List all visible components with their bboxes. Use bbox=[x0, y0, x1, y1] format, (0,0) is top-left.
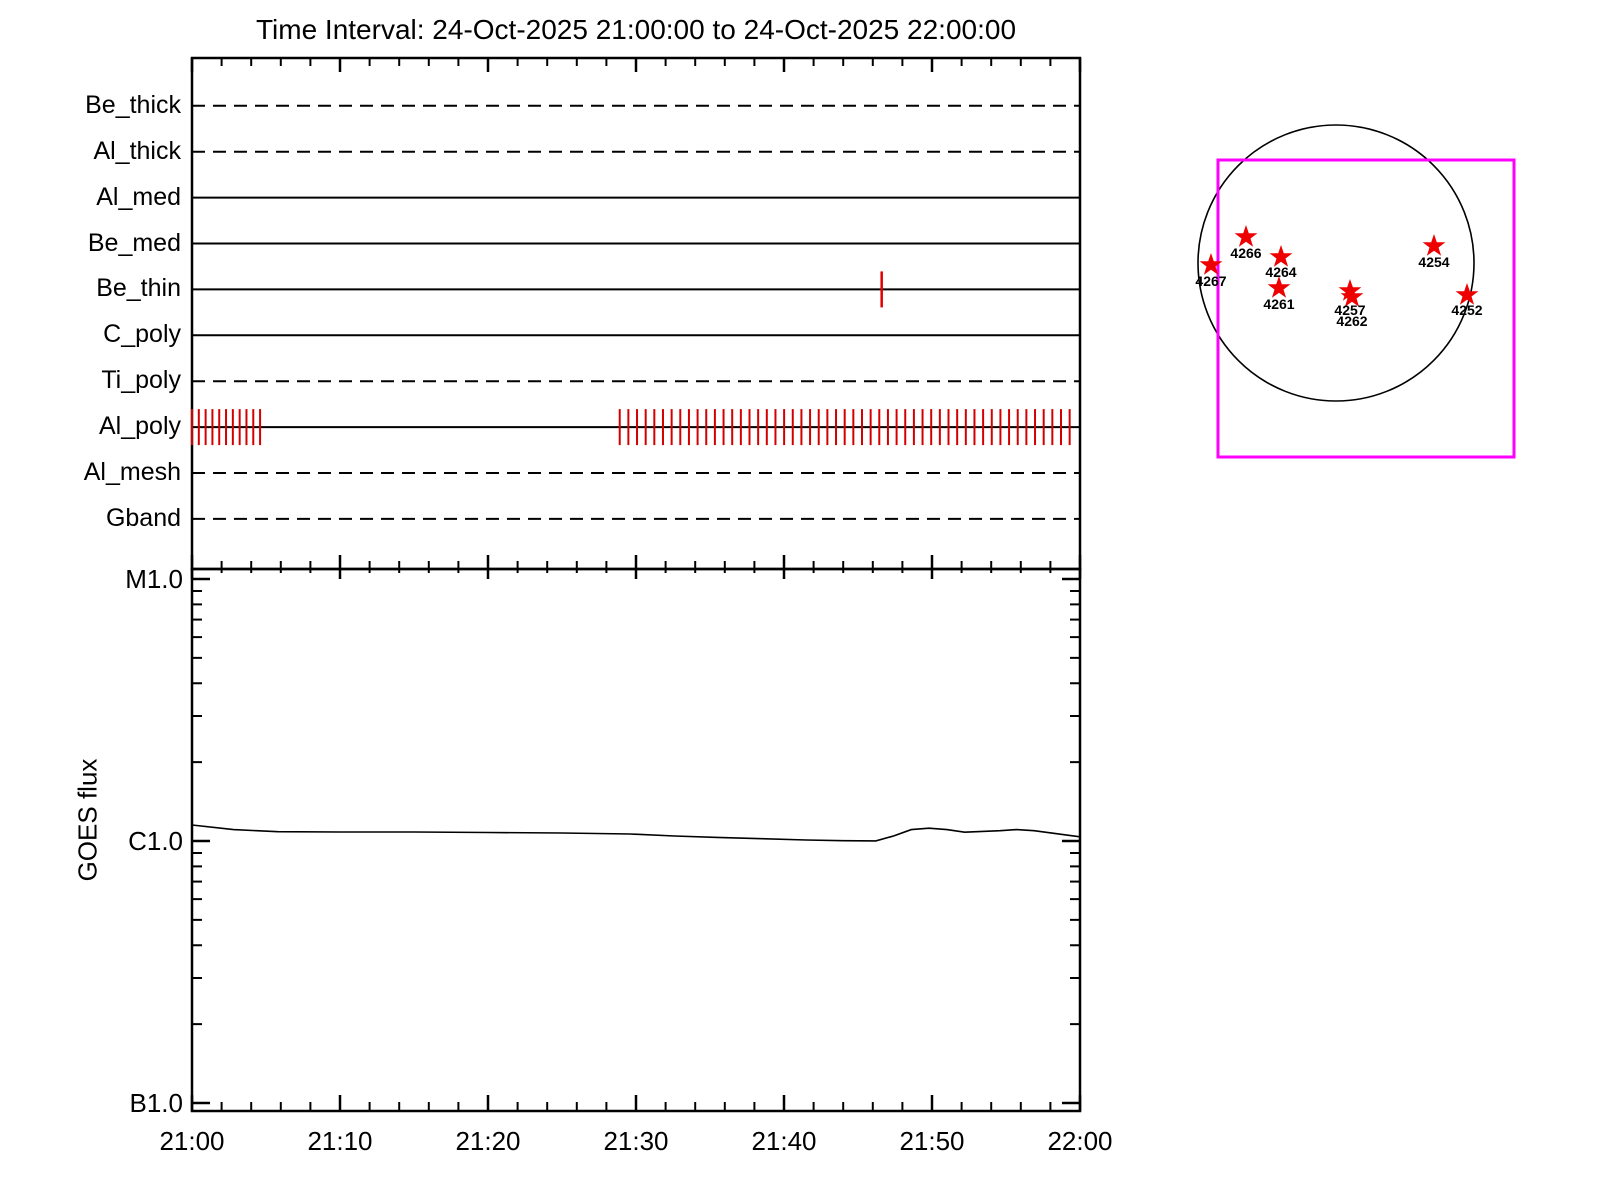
active-region-star-4257 bbox=[1338, 279, 1362, 301]
goes-xtick-label-21:40: 21:40 bbox=[751, 1126, 817, 1156]
active-region-label-4254: 4254 bbox=[1418, 254, 1450, 270]
goes-flux-curve bbox=[191, 824, 1081, 842]
active-region-label-4261: 4261 bbox=[1263, 296, 1295, 312]
active-region-label-4252: 4252 bbox=[1451, 302, 1483, 318]
active-region-label-4262: 4262 bbox=[1336, 313, 1368, 329]
channel-label-Gband: Gband bbox=[105, 503, 181, 532]
active-region-label-4264: 4264 bbox=[1265, 264, 1297, 280]
goes-flux-axis-title: GOES flux bbox=[72, 758, 103, 882]
active-region-star-4254 bbox=[1422, 234, 1446, 256]
x-ticks-shared-axis bbox=[190, 555, 1082, 579]
goes-xtick-label-22:00: 22:00 bbox=[1047, 1126, 1113, 1156]
channel-label-Al_mesh: Al_mesh bbox=[83, 458, 181, 486]
goes-flux-panel bbox=[190, 567, 1082, 1113]
goes-xtick-label-21:00: 21:00 bbox=[159, 1126, 225, 1156]
active-region-star-4252 bbox=[1455, 283, 1479, 305]
channel-label-Al_thick: Al_thick bbox=[93, 136, 181, 165]
x-ticks-bottom-axis bbox=[190, 1095, 1082, 1111]
channel-label-Al_med: Al_med bbox=[96, 182, 181, 211]
y-ticks-goes bbox=[192, 577, 1080, 1105]
channel-label-Be_med: Be_med bbox=[87, 228, 181, 257]
goes-ytick-label-C1.0: C1.0 bbox=[128, 826, 183, 856]
active-region-label-4267: 4267 bbox=[1195, 273, 1227, 289]
channel-label-Al_poly: Al_poly bbox=[99, 412, 181, 441]
active-region-star-4266 bbox=[1234, 225, 1258, 247]
channel-label-Be_thick: Be_thick bbox=[85, 90, 181, 119]
channel-label-Be_thin: Be_thin bbox=[96, 274, 181, 303]
active-region-star-4267 bbox=[1199, 253, 1223, 275]
active-region-label-4266: 4266 bbox=[1230, 245, 1262, 261]
goes-xtick-label-21:10: 21:10 bbox=[307, 1126, 373, 1156]
goes-xtick-label-21:30: 21:30 bbox=[603, 1126, 669, 1156]
x-ticks-top-axis bbox=[190, 58, 1082, 72]
goes-ytick-label-M1.0: M1.0 bbox=[125, 564, 183, 594]
goes-xtick-label-21:20: 21:20 bbox=[455, 1126, 521, 1156]
xrt-timeline-panel bbox=[190, 56, 1082, 571]
channel-label-Ti_poly: Ti_poly bbox=[101, 366, 181, 395]
fov-box bbox=[1216, 158, 1516, 459]
active-region-label-4257: 4257 bbox=[1334, 302, 1366, 318]
active-region-star-4262 bbox=[1340, 285, 1364, 307]
solar-disk bbox=[1197, 124, 1475, 402]
goes-ytick-label-B1.0: B1.0 bbox=[129, 1088, 184, 1118]
active-region-star-4261 bbox=[1267, 276, 1291, 298]
plot-title: Time Interval: 24-Oct-2025 21:00:00 to 2… bbox=[255, 14, 1017, 45]
active-region-star-4264 bbox=[1269, 245, 1293, 267]
channel-label-C_poly: C_poly bbox=[103, 320, 181, 349]
goes-xtick-label-21:50: 21:50 bbox=[899, 1126, 965, 1156]
